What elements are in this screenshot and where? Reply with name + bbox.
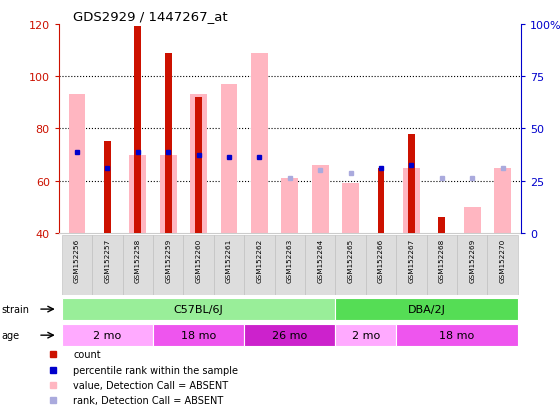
Text: C57BL/6J: C57BL/6J [174, 304, 223, 314]
Text: GSM152269: GSM152269 [469, 238, 475, 282]
Bar [408, 134, 415, 233]
Text: rank, Detection Call = ABSENT: rank, Detection Call = ABSENT [73, 395, 223, 405]
Bar [244, 325, 335, 346]
Bar [160, 155, 176, 233]
Text: GSM152264: GSM152264 [317, 238, 323, 282]
Bar [457, 235, 487, 295]
Text: GDS2929 / 1447267_at: GDS2929 / 1447267_at [73, 10, 227, 23]
Text: count: count [73, 349, 101, 359]
Text: GSM152267: GSM152267 [408, 238, 414, 282]
Text: GSM152257: GSM152257 [104, 238, 110, 282]
Bar [92, 235, 123, 295]
Bar [396, 325, 518, 346]
Text: GSM152270: GSM152270 [500, 238, 506, 282]
Bar [305, 235, 335, 295]
Bar [335, 235, 366, 295]
Bar [195, 98, 202, 233]
Bar [214, 235, 244, 295]
Bar [403, 168, 420, 233]
Text: 18 mo: 18 mo [440, 330, 474, 340]
Bar [184, 235, 214, 295]
Bar [69, 95, 85, 233]
Bar [123, 235, 153, 295]
Text: GSM152266: GSM152266 [378, 238, 384, 282]
Text: DBA/2J: DBA/2J [408, 304, 446, 314]
Bar [377, 168, 384, 233]
Bar [396, 235, 427, 295]
Text: 2 mo: 2 mo [94, 330, 122, 340]
Text: 26 mo: 26 mo [272, 330, 307, 340]
Bar [335, 325, 396, 346]
Bar [464, 207, 480, 233]
Bar [129, 155, 146, 233]
Bar [366, 235, 396, 295]
Bar [312, 166, 329, 233]
Bar [487, 235, 518, 295]
Text: GSM152261: GSM152261 [226, 238, 232, 282]
Bar [282, 178, 298, 233]
Bar [134, 27, 141, 233]
Bar [221, 85, 237, 233]
Bar [342, 184, 359, 233]
Bar [494, 168, 511, 233]
Bar [153, 235, 184, 295]
Bar [153, 325, 244, 346]
Text: value, Detection Call = ABSENT: value, Detection Call = ABSENT [73, 380, 228, 390]
Bar [438, 218, 445, 233]
Bar [274, 235, 305, 295]
Text: GSM152268: GSM152268 [439, 238, 445, 282]
Text: age: age [2, 330, 20, 340]
Text: 18 mo: 18 mo [181, 330, 216, 340]
Text: strain: strain [2, 304, 30, 314]
Bar [244, 235, 274, 295]
Bar [62, 299, 335, 320]
Text: GSM152259: GSM152259 [165, 238, 171, 282]
Text: GSM152262: GSM152262 [256, 238, 263, 282]
Bar [427, 235, 457, 295]
Text: percentile rank within the sample: percentile rank within the sample [73, 365, 238, 375]
Bar [251, 53, 268, 233]
Text: 2 mo: 2 mo [352, 330, 380, 340]
Bar [335, 299, 518, 320]
Text: GSM152256: GSM152256 [74, 238, 80, 282]
Bar [104, 142, 111, 233]
Text: GSM152263: GSM152263 [287, 238, 293, 282]
Bar [165, 53, 171, 233]
Bar [190, 95, 207, 233]
Text: GSM152265: GSM152265 [348, 238, 353, 282]
Bar [62, 325, 153, 346]
Text: GSM152260: GSM152260 [195, 238, 202, 282]
Text: GSM152258: GSM152258 [135, 238, 141, 282]
Bar [62, 235, 92, 295]
